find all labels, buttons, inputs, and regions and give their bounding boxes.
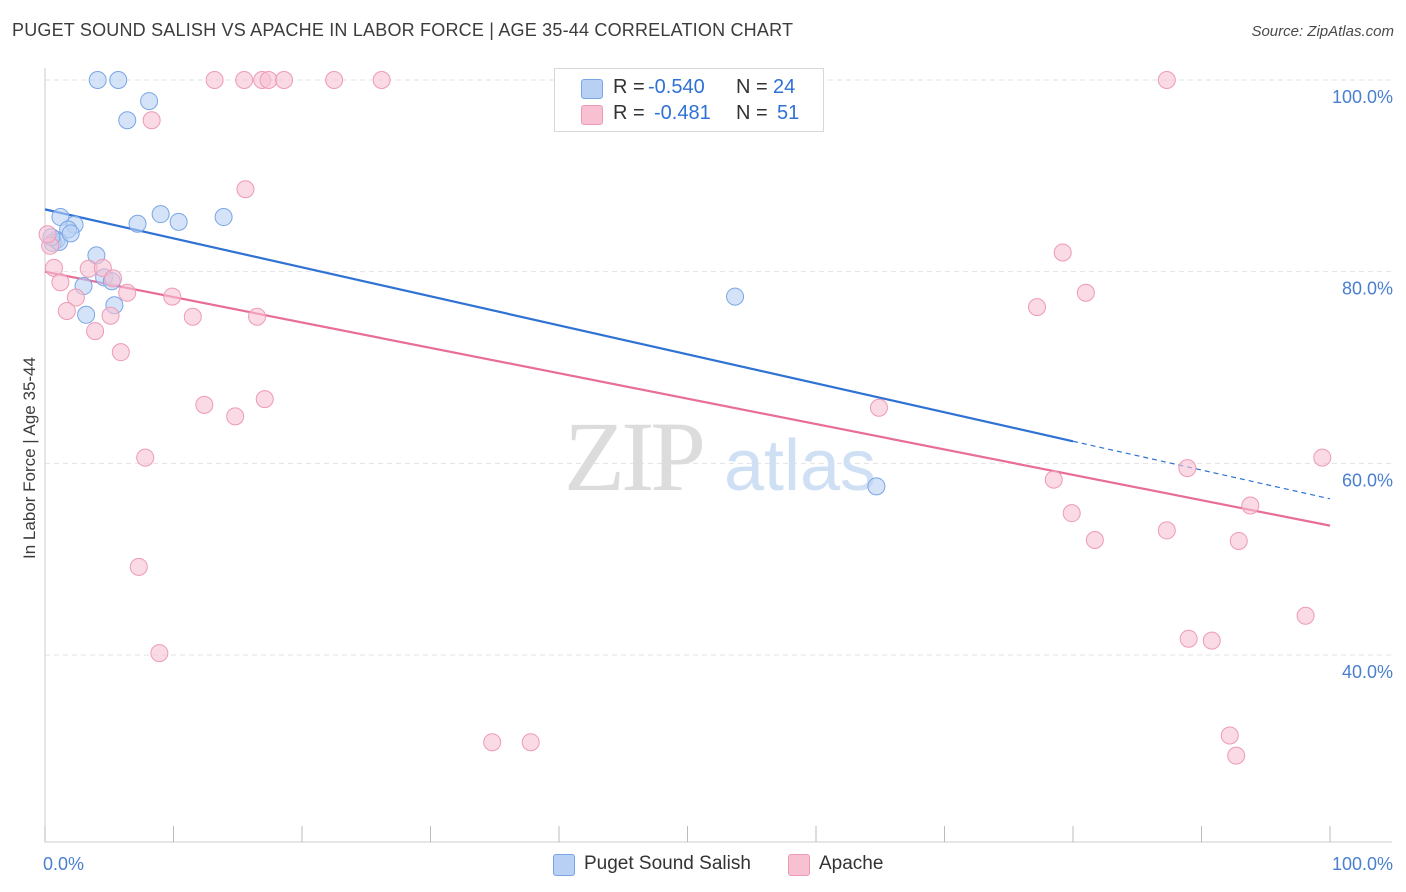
point-apache — [255, 390, 274, 409]
stats-swatch-blue — [581, 79, 603, 99]
point-apache — [129, 557, 148, 576]
stats-row-blue: R = -0.540 N = 24 — [555, 76, 823, 102]
point-puget-sound-salish — [61, 224, 80, 243]
point-puget-sound-salish — [726, 287, 745, 306]
point-puget-sound-salish — [169, 212, 188, 231]
point-puget-sound-salish — [151, 205, 170, 224]
y-tick-label: 80.0% — [1342, 279, 1393, 299]
stats-n-value: 51 — [777, 102, 800, 124]
point-apache — [183, 307, 202, 326]
point-apache — [521, 733, 540, 752]
point-apache — [1179, 629, 1198, 648]
point-apache — [226, 407, 245, 426]
point-apache — [1157, 521, 1176, 540]
point-apache — [248, 307, 267, 326]
point-apache — [483, 733, 502, 752]
point-puget-sound-salish — [77, 305, 96, 324]
stats-n-value: 24 — [773, 76, 796, 98]
source-credit: Source: ZipAtlas.com — [1251, 23, 1394, 40]
tick-labels: 100.0% 80.0% 60.0% 40.0% 0.0% 100.0% — [43, 87, 1393, 874]
trend-line-puget-sound-salish — [44, 208, 1074, 443]
point-apache — [372, 71, 391, 89]
stats-r-label: R = — [613, 76, 645, 98]
point-apache — [86, 322, 105, 341]
point-apache — [1076, 283, 1095, 302]
point-apache — [325, 71, 344, 89]
point-puget-sound-salish — [118, 111, 137, 130]
axes — [44, 68, 1392, 843]
point-apache — [136, 448, 155, 467]
point-apache — [1044, 470, 1063, 489]
stats-r-value: -0.540 — [648, 76, 705, 98]
watermark-atlas: atlas — [724, 426, 876, 506]
watermark: ZIP atlas — [564, 401, 876, 512]
stats-n-label: N = — [736, 102, 768, 124]
point-apache — [1062, 504, 1081, 523]
point-apache — [1241, 496, 1260, 515]
x-tick-label: 100.0% — [1332, 854, 1393, 874]
point-apache — [163, 287, 182, 306]
point-apache — [1028, 298, 1047, 317]
stats-n-label: N = — [736, 76, 768, 98]
legend-label: Puget Sound Salish — [584, 853, 751, 874]
point-apache — [104, 269, 123, 288]
point-puget-sound-salish — [867, 477, 886, 496]
legend-swatch-pink — [788, 854, 810, 876]
point-apache — [38, 225, 57, 244]
point-puget-sound-salish — [109, 71, 128, 89]
point-puget-sound-salish — [128, 214, 147, 233]
point-apache — [51, 273, 70, 292]
point-apache — [259, 71, 278, 89]
point-apache — [1202, 631, 1221, 650]
point-apache — [118, 283, 137, 302]
y-tick-label: 100.0% — [1332, 87, 1393, 107]
grid-lines — [45, 79, 1392, 656]
point-apache — [205, 71, 224, 89]
scatter-points — [38, 71, 1332, 765]
point-apache — [66, 288, 85, 307]
point-apache — [1229, 531, 1248, 550]
point-puget-sound-salish — [214, 208, 233, 227]
point-apache — [1178, 459, 1197, 478]
stats-row-pink: R = -0.481 N = 51 — [555, 102, 823, 128]
point-apache — [275, 71, 294, 89]
x-tick-label: 0.0% — [43, 854, 84, 874]
point-apache — [111, 343, 130, 362]
stats-box: R = -0.540 N = 24 R = -0.481 N = 51 — [554, 68, 824, 132]
point-apache — [1157, 71, 1176, 89]
point-apache — [869, 398, 888, 417]
point-puget-sound-salish — [88, 71, 107, 89]
point-apache — [235, 71, 254, 89]
point-apache — [236, 180, 255, 199]
point-apache — [57, 301, 76, 320]
point-apache — [142, 111, 161, 130]
watermark-zip: ZIP — [564, 401, 702, 512]
stats-r-value: -0.481 — [654, 102, 711, 124]
point-apache — [1053, 243, 1072, 262]
y-axis-title: In Labor Force | Age 35-44 — [20, 357, 39, 559]
point-apache — [150, 644, 169, 663]
point-apache — [1296, 606, 1315, 625]
point-apache — [1220, 726, 1239, 745]
chart-title: PUGET SOUND SALISH VS APACHE IN LABOR FO… — [12, 20, 794, 40]
legend-label: Apache — [819, 853, 884, 874]
trend-line-extension-puget-sound-salish — [1072, 440, 1331, 500]
point-apache — [1313, 448, 1332, 467]
point-apache — [1227, 746, 1246, 765]
point-apache — [101, 306, 120, 325]
legend-swatch-blue — [553, 854, 575, 876]
point-apache — [1085, 531, 1104, 549]
stats-swatch-pink — [581, 105, 603, 125]
y-tick-label: 40.0% — [1342, 662, 1393, 682]
point-apache — [195, 395, 214, 414]
point-puget-sound-salish — [140, 92, 159, 111]
legend: Puget Sound Salish Apache — [0, 852, 1406, 878]
stats-r-label: R = — [613, 102, 645, 124]
y-tick-label: 60.0% — [1342, 470, 1393, 490]
